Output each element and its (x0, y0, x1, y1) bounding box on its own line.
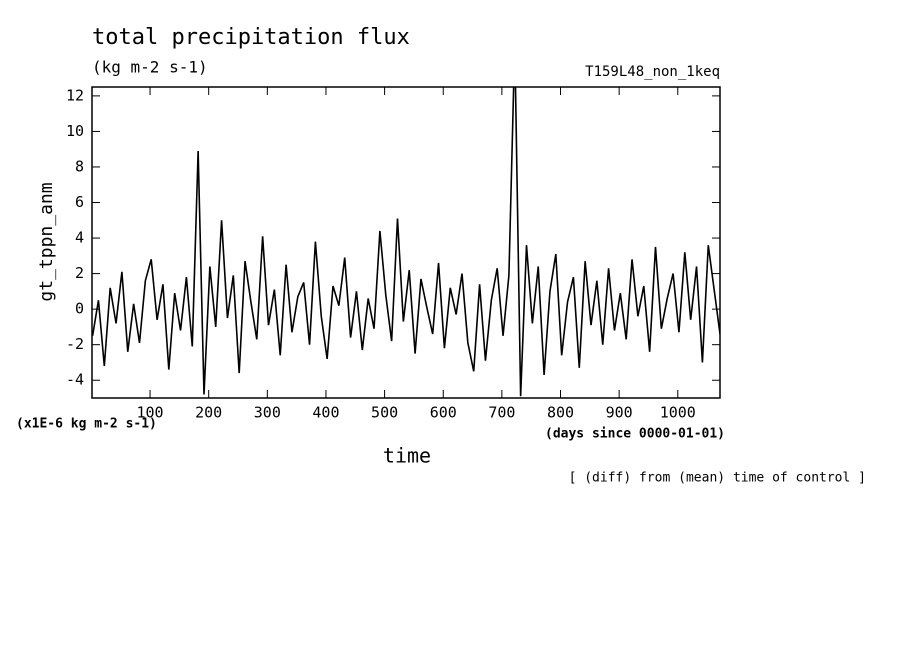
x-tick-label: 1000 (660, 404, 696, 422)
y-tick-label: -4 (66, 371, 84, 389)
chart-subtitle: (kg m-2 s-1) (92, 58, 208, 77)
x-tick-label: 900 (606, 404, 633, 422)
x-unit-label: (days since 0000-01-01) (545, 427, 725, 442)
y-tick-label: 6 (75, 193, 84, 211)
x-tick-label: 600 (430, 404, 457, 422)
y-tick-label: 10 (66, 122, 84, 140)
data-line (92, 87, 720, 397)
x-tick-label: 200 (195, 404, 222, 422)
x-axis-label: time (383, 444, 431, 468)
y-tick-label: -2 (66, 335, 84, 353)
x-tick-label: 400 (312, 404, 339, 422)
y-tick-label: 2 (75, 264, 84, 282)
run-label: T159L48_non_1keq (585, 64, 720, 80)
x-tick-label: 500 (371, 404, 398, 422)
y-tick-label: 8 (75, 157, 84, 175)
x-tick-label: 300 (254, 404, 281, 422)
x-tick-label: 700 (488, 404, 515, 422)
y-unit-label: (x1E-6 kg m-2 s-1) (16, 417, 157, 432)
y-tick-label: 4 (75, 229, 84, 247)
y-tick-label: 12 (66, 86, 84, 104)
y-tick-label: 0 (75, 300, 84, 318)
note: [ (diff) from (mean) time of control ] (569, 471, 866, 486)
plot-frame (91, 86, 721, 399)
chart-title: total precipitation flux (92, 25, 410, 50)
x-tick-label: 100 (137, 404, 164, 422)
y-axis-label: gt_tppn_anm (36, 182, 57, 301)
x-tick-label: 800 (547, 404, 574, 422)
